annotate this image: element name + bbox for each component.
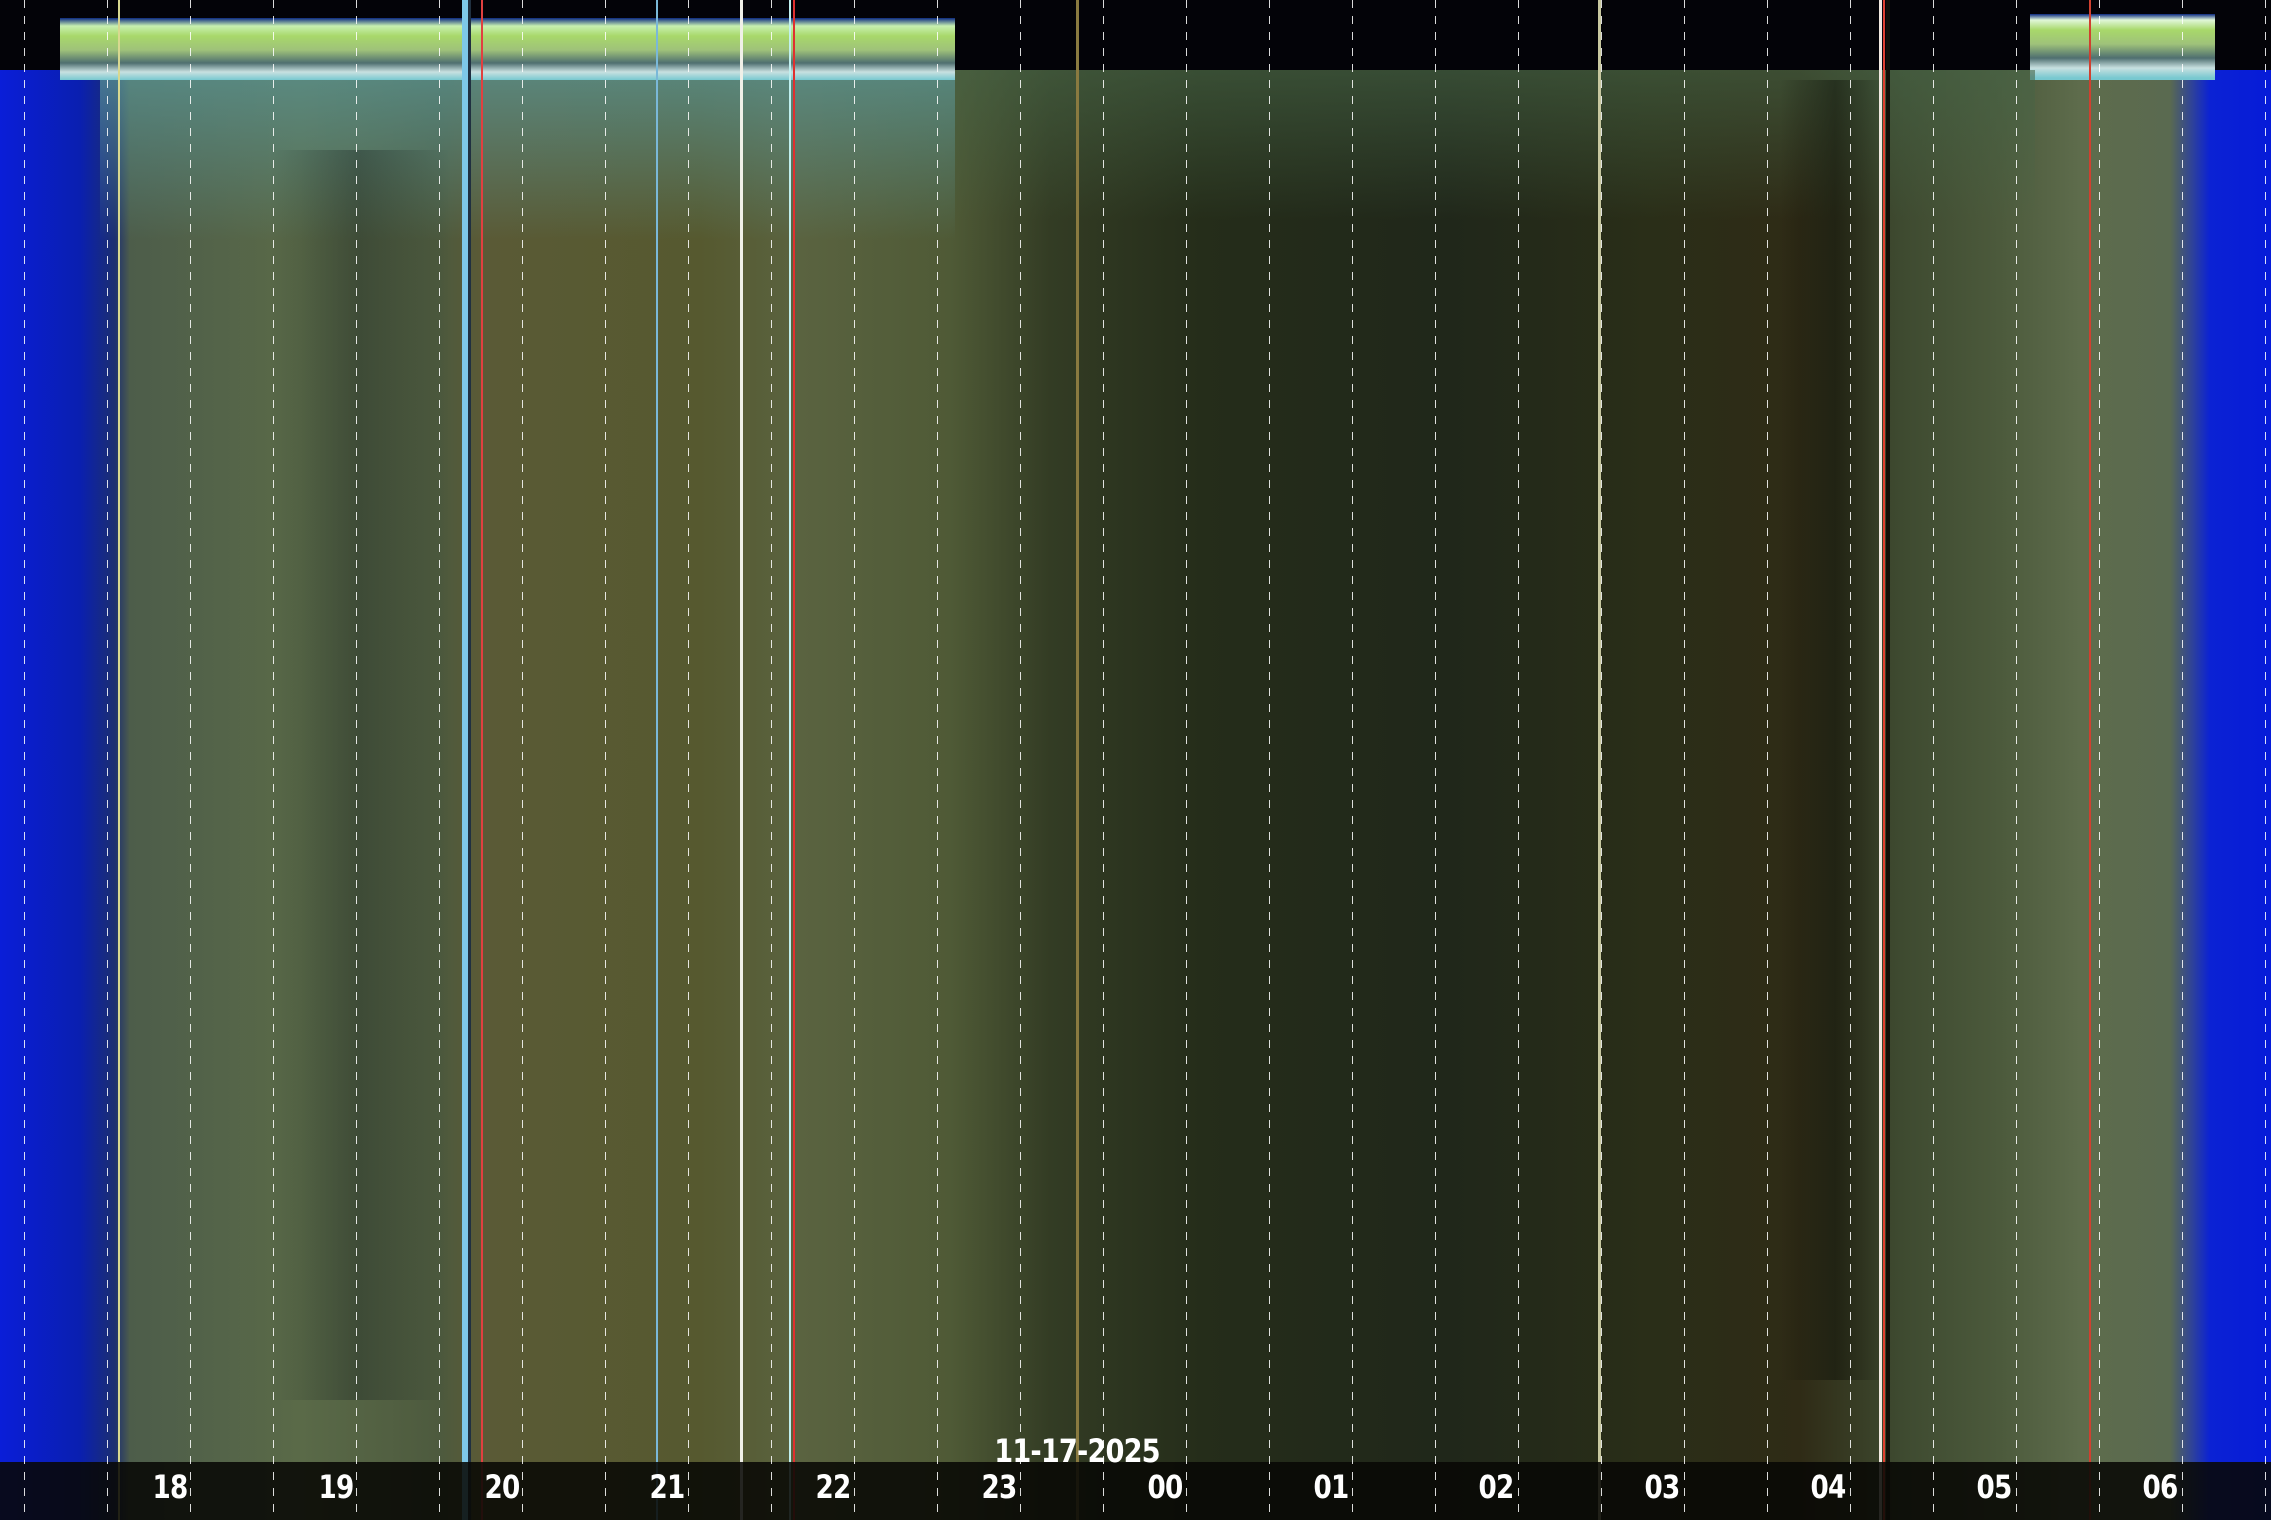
grid-line bbox=[522, 0, 523, 1520]
grid-line bbox=[2265, 0, 2266, 1520]
hour-label: 03 bbox=[1644, 1468, 1681, 1506]
grid-line bbox=[1850, 0, 1851, 1520]
grid-line bbox=[1684, 0, 1685, 1520]
hour-label: 21 bbox=[649, 1468, 686, 1506]
grid-line bbox=[1103, 0, 1104, 1520]
grid-line bbox=[1020, 0, 1021, 1520]
upper-haze-left bbox=[100, 80, 955, 240]
streak-line bbox=[2089, 0, 2091, 1520]
streak-line bbox=[1879, 0, 1882, 1520]
grid-line bbox=[1352, 0, 1353, 1520]
horizon-glow-band-left bbox=[60, 18, 955, 80]
streak-line bbox=[118, 0, 120, 1520]
hour-label: 06 bbox=[2142, 1468, 2178, 1506]
date-label: 11-17-2025 bbox=[994, 1432, 1160, 1470]
grid-line bbox=[1601, 0, 1602, 1520]
horizon-glow-band-right bbox=[2030, 14, 2215, 80]
grid-line bbox=[273, 0, 274, 1520]
grid-line bbox=[1933, 0, 1934, 1520]
dark-cloud-streak bbox=[270, 150, 450, 1400]
grid-line bbox=[1186, 0, 1187, 1520]
streak-line bbox=[1886, 0, 1890, 1520]
streak-line bbox=[1076, 0, 1079, 1520]
streak-line bbox=[481, 0, 483, 1520]
streak-line bbox=[1883, 0, 1885, 1520]
streak-line bbox=[468, 0, 471, 1520]
grid-line bbox=[2099, 0, 2100, 1520]
grid-line bbox=[1518, 0, 1519, 1520]
streak-line bbox=[1598, 0, 1601, 1520]
streak-line bbox=[793, 0, 795, 1520]
streak-line bbox=[789, 0, 791, 1520]
grid-line bbox=[937, 0, 938, 1520]
dark-cloud-streak-2 bbox=[1780, 80, 1890, 1380]
grid-line bbox=[2016, 0, 2017, 1520]
hour-label: 23 bbox=[981, 1468, 1018, 1506]
grid-line bbox=[771, 0, 772, 1520]
grid-line bbox=[439, 0, 440, 1520]
grid-line bbox=[24, 0, 25, 1520]
top-dark-band bbox=[0, 0, 2271, 70]
grid-line bbox=[190, 0, 191, 1520]
streak-line bbox=[462, 0, 468, 1520]
upper-haze-right bbox=[955, 70, 2035, 220]
grid-line bbox=[1767, 0, 1768, 1520]
hour-label: 02 bbox=[1478, 1468, 1515, 1506]
grid-line bbox=[107, 0, 108, 1520]
hour-label: 04 bbox=[1810, 1468, 1847, 1506]
streak-line bbox=[740, 0, 743, 1520]
hour-label: 22 bbox=[815, 1468, 852, 1506]
grid-line bbox=[1435, 0, 1436, 1520]
grid-line bbox=[356, 0, 357, 1520]
grid-line bbox=[854, 0, 855, 1520]
grid-line bbox=[688, 0, 689, 1520]
streak-line bbox=[656, 0, 658, 1520]
hour-label: 20 bbox=[484, 1468, 520, 1506]
grid-line bbox=[1269, 0, 1270, 1520]
grid-line bbox=[2182, 0, 2183, 1520]
grid-line bbox=[605, 0, 606, 1520]
hour-label: 19 bbox=[318, 1468, 354, 1506]
hour-label: 00 bbox=[1147, 1468, 1183, 1506]
hour-label: 01 bbox=[1313, 1468, 1349, 1506]
hour-label: 05 bbox=[1976, 1468, 2012, 1506]
hour-label: 18 bbox=[152, 1468, 189, 1506]
